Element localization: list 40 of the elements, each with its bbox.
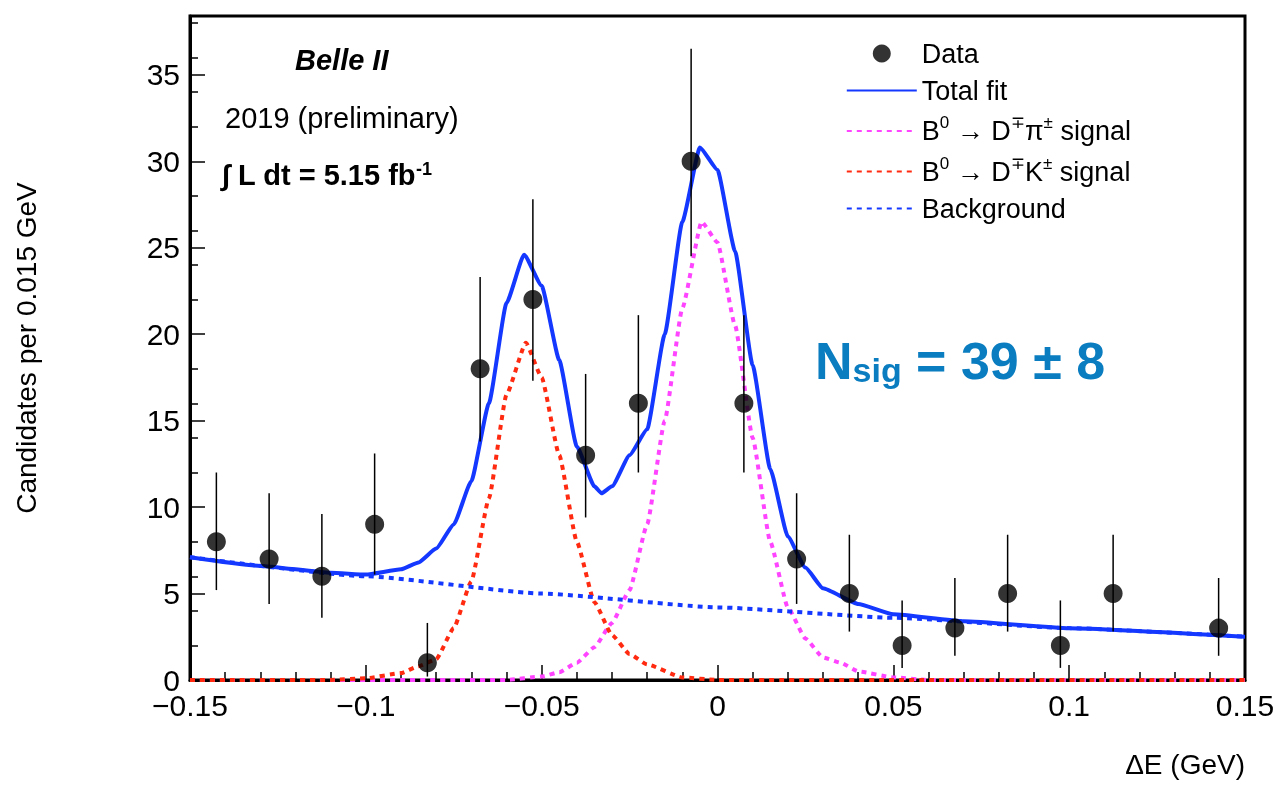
x-tick-label: −0.1 — [336, 688, 396, 722]
point — [417, 653, 437, 673]
point — [1209, 618, 1229, 638]
point — [839, 584, 859, 604]
point — [681, 151, 701, 171]
point — [312, 566, 332, 586]
point — [365, 514, 385, 534]
x-tick-label: 0.05 — [864, 688, 923, 722]
x-axis-title: ΔE (GeV) — [1125, 748, 1245, 780]
y-tick-label: 5 — [163, 577, 180, 611]
y-tick-label: 10 — [146, 490, 180, 524]
point — [523, 290, 543, 310]
point — [892, 635, 912, 655]
x-tick-label: −0.05 — [503, 688, 580, 722]
point — [576, 445, 596, 465]
x-tick-label: 0.1 — [1048, 688, 1091, 722]
x-tick-label: 0 — [709, 688, 726, 722]
point — [628, 393, 648, 413]
point — [259, 549, 279, 569]
annotation: Nsig = 39 ± 8 — [815, 332, 1106, 390]
annotation: 2019 (preliminary) — [225, 101, 459, 134]
y-tick-label: 15 — [146, 404, 180, 438]
point — [1050, 635, 1070, 655]
point — [1103, 584, 1123, 604]
y-tick-label: 35 — [146, 58, 180, 92]
y-axis-title: Candidates per 0.015 GeV — [10, 181, 42, 514]
y-tick-label: 20 — [146, 317, 180, 351]
point — [470, 359, 490, 379]
point — [945, 618, 965, 638]
point — [998, 584, 1018, 604]
point — [734, 393, 754, 413]
point — [787, 549, 807, 569]
legend-label: Data — [921, 38, 980, 69]
y-tick-label: 30 — [146, 144, 180, 178]
legend-label: Total fit — [921, 75, 1008, 106]
y-tick-label: 25 — [146, 231, 180, 265]
legend-label: Background — [921, 193, 1066, 224]
point — [206, 532, 226, 552]
x-tick-label: 0.15 — [1215, 688, 1275, 722]
annotation: Belle II — [295, 43, 390, 76]
